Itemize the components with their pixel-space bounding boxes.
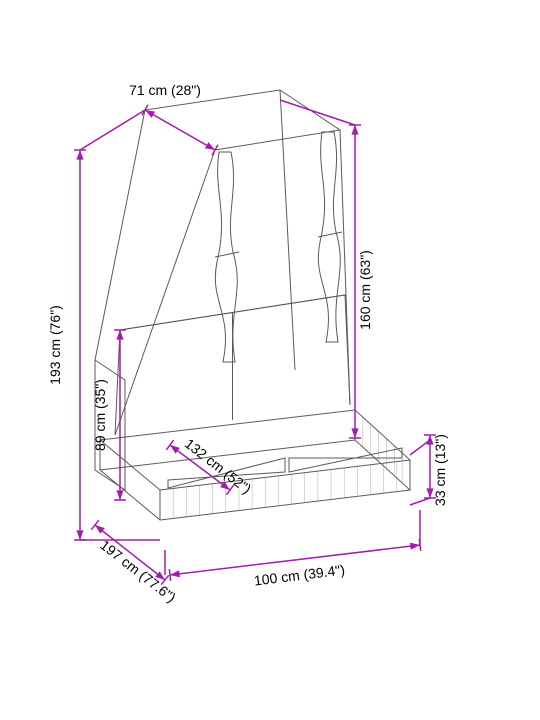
dim-label-height_full: 193 cm (76")	[47, 305, 63, 385]
dim-label-length_inner: 132 cm (52")	[182, 435, 255, 497]
dim-label-length_side: 197 cm (77.6")	[97, 537, 179, 606]
dim-label-width_front: 100 cm (39.4")	[253, 562, 346, 589]
dim-label-height_back: 89 cm (35")	[92, 379, 108, 451]
dim-label-height_seat: 33 cm (13")	[432, 434, 448, 506]
dim-label-height_canopy: 160 cm (63")	[357, 250, 373, 330]
dim-label-depth_top: 71 cm (28")	[129, 82, 201, 98]
